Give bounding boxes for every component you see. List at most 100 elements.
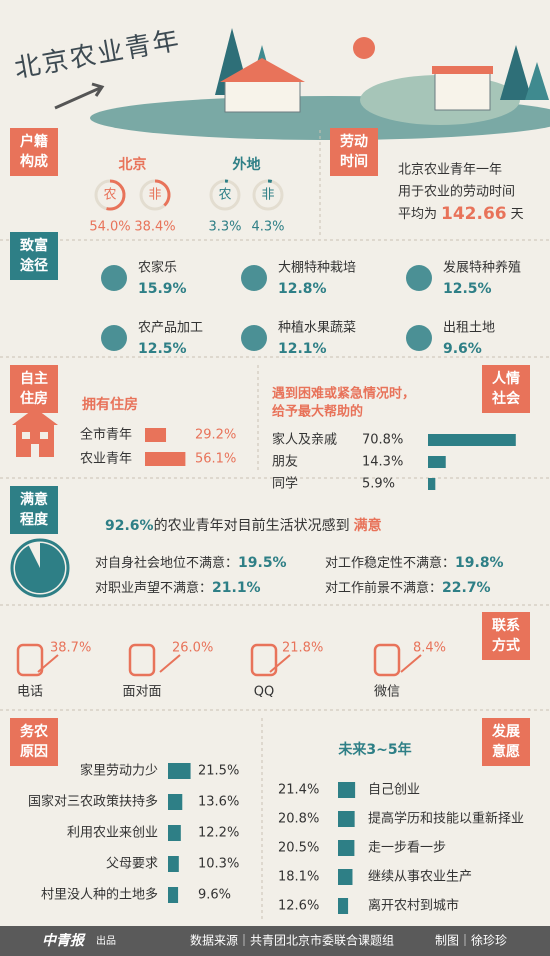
bar [168,763,191,779]
header-scene [54,28,550,140]
housing-subtitle: 拥有住房 [82,396,138,413]
wealth-value: 12.8% [278,281,327,297]
wealth-icon [406,265,432,291]
footer-source: 数据来源｜共青团北京市委联合课题组 [190,933,394,948]
plans-subtitle: 未来3~5年 [338,741,411,758]
satisfaction-item: 对工作前景不满意：22.7% [325,580,491,597]
wealth-icon [101,325,127,351]
contact-arrow [37,654,59,673]
wealth-icon [241,325,267,351]
bar [428,456,446,468]
bar [145,428,167,442]
ring-icon: 农 [218,188,231,203]
wealth-icon [241,265,267,291]
contact-icon [16,643,44,677]
headline-text: 的农业青年对目前生活状况感到 [154,517,350,534]
contact-name: 微信 [374,685,400,700]
row-name: 走一步看一步 [368,840,446,856]
roof [220,58,305,82]
contact-icon [128,643,156,677]
footer-bar [0,926,550,956]
row-value: 20.5% [278,841,319,856]
row-name: 农业青年 [80,452,132,467]
section-tag [10,128,58,176]
percent-label: 3.3% [208,220,241,235]
labor-value: 142.66 [441,204,507,224]
wealth-icon [406,325,432,351]
barn-roof [432,66,493,74]
section-tag [10,718,58,766]
help-question: 给予最大帮助的 [272,404,363,420]
percent-label: 54.0% [89,220,130,235]
house [224,79,301,113]
item-value: 19.8% [455,555,504,571]
section-title: 致富 [20,237,48,254]
section-tag [330,128,378,176]
item-value: 21.1% [212,580,261,596]
bar [338,811,355,827]
wealth-value: 12.1% [278,341,327,357]
contact-name: 面对面 [122,685,161,700]
icon-window [22,432,30,439]
bar [168,856,179,872]
footer-credit: 制图｜徐珍珍 [435,933,507,948]
row-value: 14.3% [362,455,403,470]
bar [168,825,181,841]
icon-window [40,432,48,439]
arrow [54,86,101,110]
percent-label: 4.3% [251,220,284,235]
headline: 92.6%的农业青年对目前生活状况感到 满意 [105,517,382,534]
ring-arc [267,179,273,183]
bar [145,452,186,466]
house-icon [12,408,58,457]
row-name: 朋友 [272,454,298,470]
section-title: 务农 [20,723,49,740]
group-name: 北京 [119,156,147,173]
contact-icon [250,643,278,677]
labor-text: 用于农业的劳动时间 [398,184,515,200]
row-name: 家里劳动力少 [80,763,158,779]
section-title: 人情 [492,370,520,387]
item-value: 19.5% [238,555,287,571]
row-name: 同学 [272,476,298,492]
section-title: 联系 [492,617,520,634]
section-tag [10,486,58,534]
section-title: 劳动 [340,133,368,150]
row-value: 12.6% [278,899,319,914]
section-title: 发展 [491,723,520,740]
row-value: 21.5% [198,764,239,779]
row-value: 21.4% [278,783,319,798]
section-title: 户籍 [20,133,48,150]
satisfaction-item: 对工作稳定性不满意：19.8% [325,555,504,572]
section-title: 原因 [20,744,48,760]
ring-icon: 非 [148,188,161,203]
row-name: 村里没人种的土地多 [41,887,158,903]
help-question: 遇到困难或紧急情况时， [272,386,415,402]
contact-value: 38.7% [50,641,91,656]
row-value: 12.2% [198,826,239,841]
group-name: 外地 [233,156,261,173]
contact-icon [373,643,401,677]
row-value: 13.6% [198,795,239,810]
ring-arc [154,179,171,207]
bar [168,794,183,810]
barn [434,71,491,111]
tree [525,62,549,100]
row-name: 国家对三农政策扶持多 [28,794,158,810]
contact-value: 26.0% [172,641,213,656]
item-text: 对工作稳定性不满意： [325,555,455,571]
footer-logo-tag: 出品 [96,934,116,947]
section-title: 时间 [340,153,368,170]
headline-emphasis: 满意 [354,517,382,534]
wealth-icon [101,265,127,291]
bar [168,887,179,903]
row-name: 利用农业来创业 [67,826,158,841]
headline-value: 92.6% [105,518,154,534]
row-value: 29.2% [195,428,236,443]
row-value: 56.1% [195,452,236,467]
icon-door [31,444,39,457]
contact-name: 电话 [17,685,43,700]
item-text: 对工作前景不满意： [325,580,442,596]
contact-value: 21.8% [282,641,323,656]
section-title: 社会 [491,390,521,407]
